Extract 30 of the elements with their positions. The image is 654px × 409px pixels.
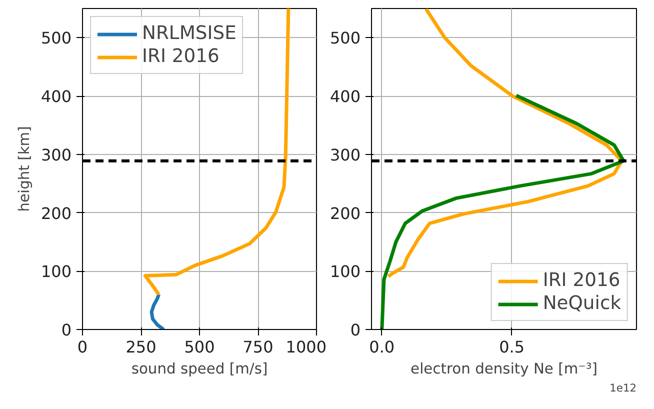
text: 1e12 <box>610 382 637 394</box>
legend-label: NRLMSISE <box>142 23 236 44</box>
y-tick-label: 200 <box>40 204 72 223</box>
y-tick-label: 300 <box>330 145 361 164</box>
y-tick-label: 300 <box>40 145 72 164</box>
legend-label: IRI 2016 <box>142 46 220 67</box>
x-axis-title: electron density Ne [m⁻³] <box>410 360 598 378</box>
y-tick-label: 500 <box>330 28 361 48</box>
x-tick-label: 1000 <box>286 338 326 356</box>
y-tick-label: 400 <box>330 87 361 106</box>
line-series <box>143 8 290 296</box>
line-series <box>380 94 626 330</box>
y-tick-label: 100 <box>330 262 361 282</box>
x-tick-label: 250 <box>126 338 156 356</box>
legend-label: IRI 2016 <box>542 270 620 291</box>
y-tick-label: 100 <box>40 262 72 282</box>
x-tick-label: 750 <box>242 338 274 356</box>
x-tick-label: 0.5 <box>499 338 525 356</box>
x-axis-title: sound speed [m/s] <box>131 360 268 378</box>
y-tick-label: 0 <box>61 320 72 340</box>
legend-label: NeQuick <box>542 293 621 314</box>
line-series <box>150 292 166 330</box>
y-tick-label: 0 <box>350 320 361 340</box>
x-tick-label: 500 <box>184 338 215 356</box>
y-axis-title: height [km] <box>16 126 33 212</box>
y-tick-label: 200 <box>330 204 361 223</box>
x-tick-label: 0.0 <box>369 338 395 356</box>
y-tick-label: 400 <box>40 87 72 106</box>
y-tick-label: 500 <box>40 28 72 48</box>
x-tick-label: 0 <box>77 338 88 356</box>
